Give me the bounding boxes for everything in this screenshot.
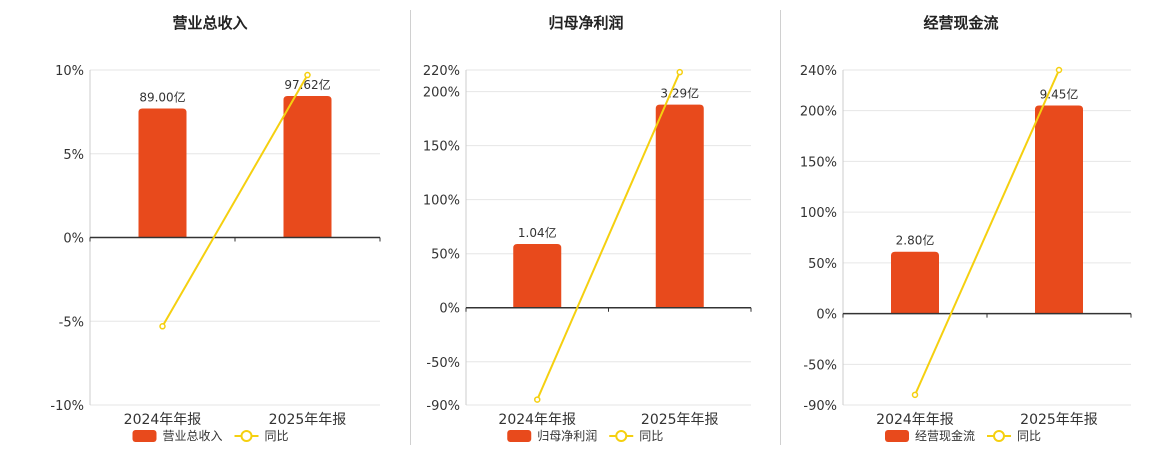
yoy-point — [676, 68, 683, 76]
chart-title: 归母净利润 — [548, 14, 623, 32]
bar-data-label: 97.62亿 — [284, 77, 330, 92]
yoy-line — [536, 71, 681, 400]
y-tick-label: -5% — [59, 315, 84, 330]
chart-panel-revenue: 营业总收入 10% 5% 0% -5% -10% 89.00亿 97.62亿 2024年年报 20… — [0, 0, 410, 450]
bar-data-label: 89.00亿 — [139, 90, 185, 105]
y-tick-label: 100% — [423, 194, 460, 209]
yoy-point — [1055, 66, 1063, 74]
yoy-line — [914, 69, 1060, 396]
y-tick-label: 5% — [63, 148, 84, 163]
yoy-point — [304, 71, 311, 79]
legend-bar-swatch — [507, 430, 532, 442]
x-category-label: 2024年年报 — [498, 412, 576, 428]
bar — [655, 104, 704, 308]
y-tick-label: -90% — [426, 399, 460, 414]
y-tick-label: 50% — [431, 248, 460, 263]
yoy-point — [159, 323, 166, 330]
y-tick-label: 0% — [439, 302, 460, 317]
bar — [1035, 105, 1083, 314]
panel-divider-2 — [780, 10, 781, 445]
bar — [283, 95, 332, 238]
panel-divider-1 — [410, 10, 411, 445]
legend-bar-label: 营业总收入 — [163, 429, 223, 443]
y-tick-label: -10% — [50, 399, 84, 414]
legend-line-label: 同比 — [1017, 429, 1041, 443]
bar-data-label: 1.04亿 — [518, 225, 557, 240]
legend-bar-swatch — [885, 430, 909, 442]
yoy-point — [911, 391, 919, 399]
bar — [138, 108, 187, 238]
bar-data-label: 3.29亿 — [660, 86, 699, 101]
bar — [513, 243, 562, 308]
y-tick-label: 10% — [55, 64, 84, 79]
x-category-label: 2024年年报 — [876, 412, 954, 428]
y-tick-label: 0% — [63, 232, 84, 247]
y-tick-label: 0% — [816, 308, 837, 323]
chart-net-profit-svg: 归母净利润 220% 200% 150% 100% 50% 0% -50% -90% 1.04亿 3… — [423, 14, 752, 443]
y-tick-label: 200% — [423, 86, 460, 101]
chart-revenue-svg: 营业总收入 10% 5% 0% -5% -10% 89.00亿 97.62亿 2024年年报 20… — [50, 14, 381, 443]
x-category-label: 2024年年报 — [124, 412, 202, 428]
x-category-label: 2025年年报 — [641, 412, 719, 428]
legend-line-label: 同比 — [639, 429, 663, 443]
legend-bar-label: 归母净利润 — [537, 429, 597, 443]
legend-bar-label: 经营现金流 — [915, 428, 975, 443]
bar — [891, 251, 939, 314]
x-category-label: 2025年年报 — [269, 412, 347, 428]
chart-panel-net-profit: 归母净利润 220% 200% 150% 100% 50% 0% -50% -90% 1.04亿 3… — [411, 0, 780, 450]
chart-panel-cashflow: 经营现金流 240% 200% 150% 100% 50% 0% -50% -90% 2.80亿 9… — [781, 0, 1160, 450]
yoy-line — [161, 74, 309, 327]
chart-title: 营业总收入 — [172, 14, 247, 32]
y-tick-label: 150% — [423, 140, 460, 155]
y-tick-label: 100% — [800, 206, 837, 221]
x-category-label: 2025年年报 — [1020, 412, 1098, 428]
legend-line-label: 同比 — [265, 429, 289, 443]
y-tick-label: 200% — [800, 105, 837, 120]
y-tick-label: 240% — [800, 64, 837, 79]
yoy-point — [534, 396, 541, 403]
y-tick-label: -90% — [803, 399, 837, 414]
legend-line-marker — [615, 430, 628, 442]
chart-title: 经营现金流 — [923, 14, 998, 32]
y-tick-label: -50% — [803, 358, 837, 373]
y-tick-label: 50% — [808, 257, 837, 272]
bar-data-label: 2.80亿 — [896, 233, 935, 248]
legend-line-marker — [240, 430, 253, 442]
y-tick-label: 220% — [423, 64, 460, 79]
chart-cashflow-svg: 经营现金流240%200%150%100%50%0%-50%-90%2.80亿9… — [800, 14, 1132, 443]
legend-line-marker — [993, 430, 1005, 442]
y-tick-label: -50% — [426, 356, 460, 371]
legend-bar-swatch — [132, 430, 157, 442]
y-tick-label: 150% — [800, 155, 837, 170]
